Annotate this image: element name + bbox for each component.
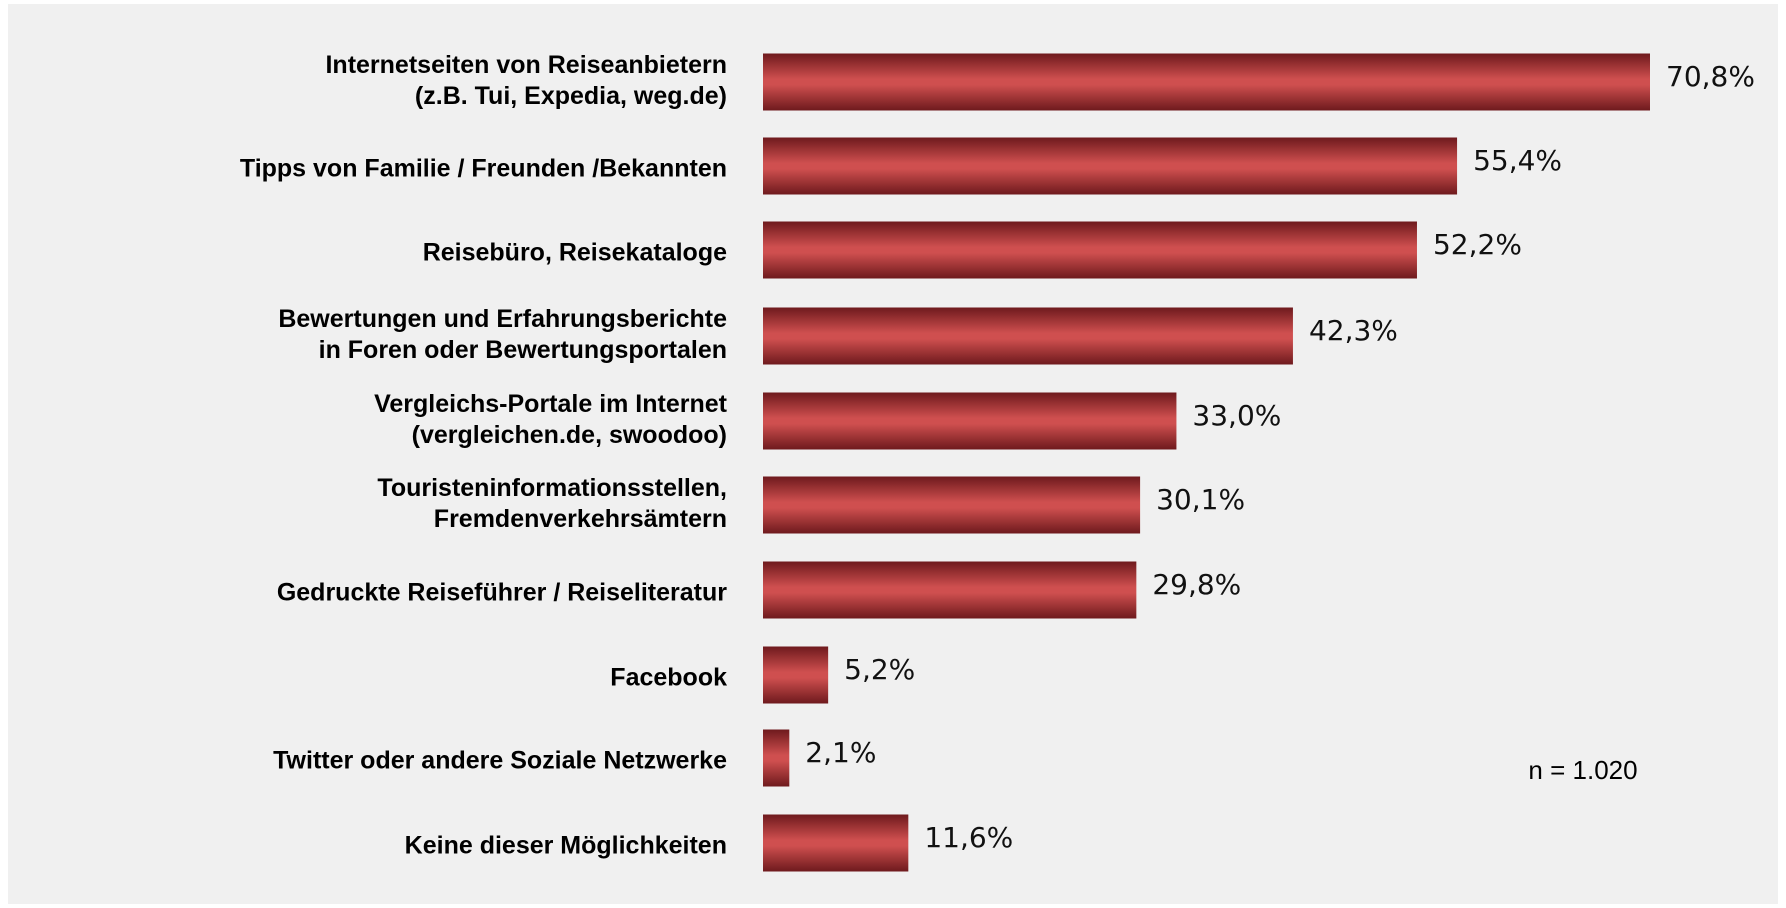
bar: [763, 53, 1650, 111]
category-label: Gedruckte Reiseführer / Reiseliteratur: [277, 579, 727, 607]
category-label: in Foren oder Bewertungsportalen: [319, 336, 727, 364]
annotation: n = 1.020: [1528, 755, 1637, 785]
value-label: 52,2%: [1433, 228, 1522, 261]
category-label: Facebook: [610, 664, 727, 692]
category-label: Tipps von Familie / Freunden /Bekannten: [240, 155, 727, 183]
value-label: 30,1%: [1156, 483, 1245, 516]
bar: [763, 646, 829, 704]
bar: [763, 476, 1141, 534]
bar: [763, 221, 1417, 279]
value-label: 42,3%: [1309, 314, 1398, 347]
value-label: 70,8%: [1666, 60, 1755, 93]
category-label: Twitter oder andere Soziale Netzwerke: [273, 747, 727, 775]
category-label: (vergleichen.de, swoodoo): [412, 421, 727, 449]
value-label: 2,1%: [805, 736, 876, 769]
bar: [763, 729, 790, 787]
category-label: Touristeninformationsstellen,: [377, 474, 727, 502]
bar: [763, 137, 1458, 195]
value-label: 11,6%: [924, 821, 1013, 854]
bar: [763, 814, 909, 872]
value-label: 5,2%: [844, 653, 915, 686]
bar: [763, 561, 1137, 619]
category-label: (z.B. Tui, Expedia, weg.de): [415, 82, 727, 110]
category-label: Reisebüro, Reisekataloge: [423, 239, 727, 267]
category-label: Fremdenverkehrsämtern: [434, 505, 727, 533]
category-label: Internetseiten von Reiseanbietern: [325, 51, 727, 79]
category-label: Keine dieser Möglichkeiten: [405, 832, 727, 860]
value-label: 55,4%: [1473, 144, 1562, 177]
category-label: Vergleichs-Portale im Internet: [374, 390, 728, 418]
category-label: Bewertungen und Erfahrungsberichte: [278, 305, 727, 333]
bar: [763, 392, 1177, 450]
value-label: 33,0%: [1192, 399, 1281, 432]
bar: [763, 307, 1293, 365]
value-label: 29,8%: [1152, 568, 1241, 601]
